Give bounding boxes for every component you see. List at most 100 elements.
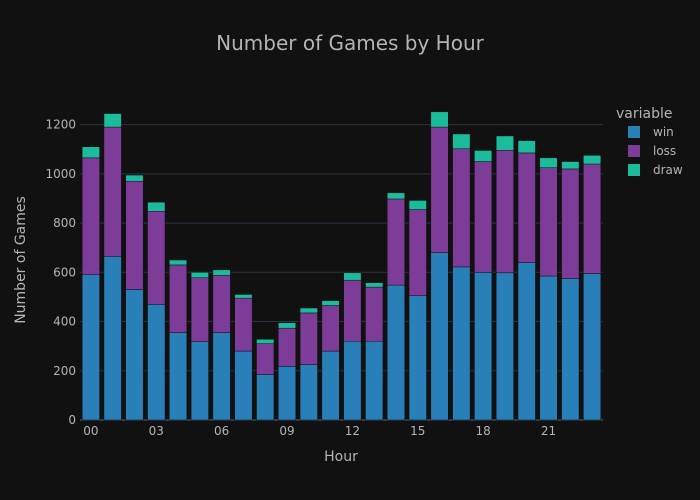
bar-draw[interactable] bbox=[125, 174, 144, 182]
legend-swatch-win[interactable] bbox=[628, 126, 640, 138]
x-tick-label: 00 bbox=[83, 424, 98, 438]
bar-win[interactable] bbox=[561, 278, 580, 421]
y-tick-label: 1200 bbox=[45, 118, 76, 132]
bar-draw[interactable] bbox=[474, 150, 493, 162]
bar-draw[interactable] bbox=[169, 259, 188, 266]
bar-win[interactable] bbox=[517, 262, 536, 421]
x-tick-label: 21 bbox=[541, 424, 556, 438]
bar-draw[interactable] bbox=[321, 300, 340, 306]
bar-win[interactable] bbox=[103, 256, 122, 421]
bar-win[interactable] bbox=[147, 304, 166, 421]
bar-win[interactable] bbox=[387, 284, 405, 421]
bar-loss[interactable] bbox=[495, 149, 514, 274]
bar-win[interactable] bbox=[474, 272, 493, 421]
bar-draw[interactable] bbox=[452, 133, 471, 149]
bar-loss[interactable] bbox=[583, 163, 602, 274]
y-tick-label: 0 bbox=[68, 413, 76, 427]
grid-lines bbox=[80, 124, 603, 421]
bar-loss[interactable] bbox=[147, 211, 166, 305]
bar-draw[interactable] bbox=[561, 161, 580, 170]
bar-loss[interactable] bbox=[169, 264, 188, 333]
bar-loss[interactable] bbox=[212, 275, 231, 333]
bar-draw[interactable] bbox=[430, 111, 449, 128]
bar-loss[interactable] bbox=[387, 198, 405, 286]
legend-title: variable bbox=[616, 106, 672, 122]
bar-win[interactable] bbox=[365, 340, 384, 421]
bar-draw[interactable] bbox=[343, 272, 362, 281]
bar-win[interactable] bbox=[256, 374, 275, 421]
x-axis-ticks: 00 03 06 09 12 15 18 21 bbox=[83, 424, 556, 438]
bar-draw[interactable] bbox=[190, 272, 209, 278]
bar-draw[interactable] bbox=[387, 192, 405, 200]
chart-title: Number of Games by Hour bbox=[216, 31, 484, 55]
bar-loss[interactable] bbox=[452, 148, 471, 268]
bar-win[interactable] bbox=[212, 332, 231, 421]
bar-win[interactable] bbox=[583, 273, 602, 421]
legend-label-loss[interactable]: loss bbox=[653, 144, 676, 158]
bar-win[interactable] bbox=[495, 272, 514, 421]
y-tick-label: 800 bbox=[53, 216, 76, 230]
legend-items[interactable]: win loss draw bbox=[628, 125, 683, 177]
y-axis-ticks: 0 200 400 600 800 1000 1200 bbox=[45, 118, 76, 427]
bar-win[interactable] bbox=[278, 366, 296, 421]
bar-win[interactable] bbox=[234, 350, 253, 421]
bar-win[interactable] bbox=[299, 364, 318, 421]
bar-draw[interactable] bbox=[517, 140, 536, 154]
bar-loss[interactable] bbox=[103, 126, 122, 257]
legend[interactable]: variable win loss draw bbox=[616, 106, 683, 177]
bar-loss[interactable] bbox=[125, 180, 144, 290]
bar-draw[interactable] bbox=[256, 339, 275, 344]
legend-swatch-loss[interactable] bbox=[628, 145, 640, 157]
bar-draw[interactable] bbox=[278, 322, 296, 329]
bar-loss[interactable] bbox=[278, 327, 296, 367]
legend-label-win[interactable]: win bbox=[653, 125, 674, 139]
bar-loss[interactable] bbox=[299, 312, 318, 365]
bar-draw[interactable] bbox=[495, 135, 514, 151]
bar-loss[interactable] bbox=[256, 343, 275, 375]
bar-draw[interactable] bbox=[234, 294, 253, 299]
bar-win[interactable] bbox=[430, 252, 449, 421]
bar-win[interactable] bbox=[408, 295, 427, 421]
bar-draw[interactable] bbox=[299, 307, 318, 314]
y-tick-label: 200 bbox=[53, 364, 76, 378]
bar-loss[interactable] bbox=[81, 157, 100, 276]
x-tick-label: 06 bbox=[214, 424, 229, 438]
bar-draw[interactable] bbox=[212, 269, 231, 276]
bar-draw[interactable] bbox=[103, 113, 122, 128]
bar-draw[interactable] bbox=[147, 201, 166, 212]
bar-draw[interactable] bbox=[81, 146, 100, 159]
bar-draw[interactable] bbox=[539, 157, 558, 168]
legend-label-draw[interactable]: draw bbox=[653, 163, 683, 177]
bar-win[interactable] bbox=[125, 289, 144, 421]
bar-win[interactable] bbox=[321, 350, 340, 421]
legend-swatch-draw[interactable] bbox=[628, 164, 640, 176]
bar-loss[interactable] bbox=[343, 279, 362, 342]
bar-loss[interactable] bbox=[517, 152, 536, 263]
x-tick-label: 18 bbox=[476, 424, 491, 438]
bar-win[interactable] bbox=[343, 340, 362, 421]
bar-loss[interactable] bbox=[234, 297, 253, 352]
bars bbox=[81, 111, 602, 421]
x-tick-label: 12 bbox=[345, 424, 360, 438]
x-axis-title: Hour bbox=[324, 449, 358, 465]
y-tick-label: 600 bbox=[53, 265, 76, 279]
bar-win[interactable] bbox=[539, 275, 558, 421]
bar-win[interactable] bbox=[81, 274, 100, 421]
bar-loss[interactable] bbox=[365, 286, 384, 342]
bar-loss[interactable] bbox=[321, 305, 340, 352]
bar-loss[interactable] bbox=[539, 167, 558, 277]
bar-win[interactable] bbox=[169, 332, 188, 421]
x-tick-label: 15 bbox=[410, 424, 425, 438]
bar-draw[interactable] bbox=[583, 155, 602, 165]
x-tick-label: 03 bbox=[149, 424, 164, 438]
bar-win[interactable] bbox=[190, 341, 209, 421]
bar-loss[interactable] bbox=[408, 209, 427, 296]
bar-loss[interactable] bbox=[561, 168, 580, 279]
bar-loss[interactable] bbox=[430, 126, 449, 253]
bar-draw[interactable] bbox=[365, 282, 384, 288]
bar-win[interactable] bbox=[452, 266, 471, 421]
bar-loss[interactable] bbox=[190, 277, 209, 342]
bar-loss[interactable] bbox=[474, 161, 493, 273]
bar-draw[interactable] bbox=[408, 200, 427, 210]
